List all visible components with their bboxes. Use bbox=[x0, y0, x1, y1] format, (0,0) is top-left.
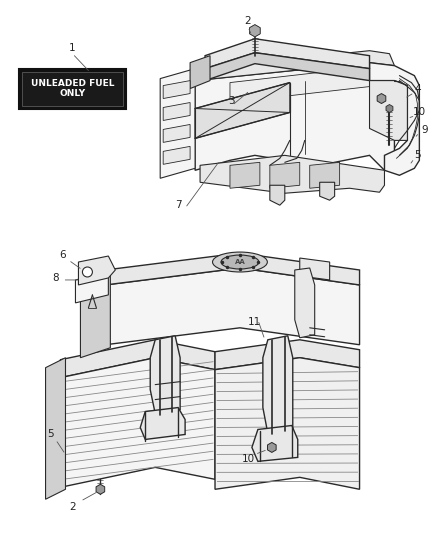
Text: 10: 10 bbox=[241, 455, 254, 464]
Polygon shape bbox=[190, 55, 209, 88]
Polygon shape bbox=[267, 442, 276, 453]
Polygon shape bbox=[96, 484, 104, 494]
Polygon shape bbox=[140, 408, 185, 439]
Polygon shape bbox=[230, 67, 384, 102]
Polygon shape bbox=[249, 25, 259, 37]
Polygon shape bbox=[376, 94, 385, 103]
Text: 6: 6 bbox=[59, 250, 66, 260]
Polygon shape bbox=[251, 425, 297, 462]
Polygon shape bbox=[262, 336, 292, 433]
Polygon shape bbox=[105, 268, 359, 345]
Polygon shape bbox=[75, 272, 108, 303]
Circle shape bbox=[82, 267, 92, 277]
Polygon shape bbox=[78, 256, 115, 285]
Polygon shape bbox=[230, 163, 259, 188]
Text: UNLEADED FUEL
ONLY: UNLEADED FUEL ONLY bbox=[31, 79, 114, 98]
FancyBboxPatch shape bbox=[18, 69, 126, 109]
Polygon shape bbox=[205, 53, 369, 80]
Polygon shape bbox=[319, 182, 334, 200]
Polygon shape bbox=[309, 163, 339, 188]
Text: 7: 7 bbox=[174, 200, 181, 210]
Polygon shape bbox=[160, 69, 194, 178]
Text: 10: 10 bbox=[412, 108, 425, 117]
Polygon shape bbox=[269, 163, 299, 188]
Polygon shape bbox=[163, 147, 190, 164]
Polygon shape bbox=[205, 39, 369, 69]
Text: 8: 8 bbox=[52, 273, 59, 283]
Polygon shape bbox=[369, 80, 406, 140]
Polygon shape bbox=[200, 155, 384, 193]
Text: 5: 5 bbox=[413, 150, 420, 160]
Polygon shape bbox=[215, 358, 359, 489]
Ellipse shape bbox=[220, 255, 258, 269]
Text: 9: 9 bbox=[420, 125, 427, 135]
Polygon shape bbox=[299, 258, 329, 280]
Text: 1: 1 bbox=[69, 43, 76, 53]
Polygon shape bbox=[163, 102, 190, 120]
Polygon shape bbox=[60, 340, 215, 378]
Text: 5: 5 bbox=[47, 430, 54, 440]
Polygon shape bbox=[194, 51, 394, 80]
Polygon shape bbox=[80, 268, 110, 358]
Polygon shape bbox=[369, 63, 418, 175]
Text: 11: 11 bbox=[248, 317, 261, 327]
Polygon shape bbox=[194, 83, 289, 139]
Text: 3: 3 bbox=[228, 95, 235, 106]
Text: 4: 4 bbox=[413, 84, 420, 94]
Polygon shape bbox=[194, 63, 394, 171]
Polygon shape bbox=[150, 336, 180, 414]
Text: 2: 2 bbox=[244, 16, 251, 26]
Polygon shape bbox=[269, 185, 284, 205]
Polygon shape bbox=[105, 253, 359, 285]
Polygon shape bbox=[385, 104, 392, 112]
Polygon shape bbox=[60, 358, 215, 487]
Text: AA: AA bbox=[234, 259, 245, 265]
FancyBboxPatch shape bbox=[21, 71, 123, 106]
Polygon shape bbox=[249, 25, 259, 37]
Polygon shape bbox=[163, 124, 190, 142]
Polygon shape bbox=[294, 268, 314, 338]
Text: 2: 2 bbox=[69, 502, 76, 512]
Polygon shape bbox=[215, 340, 359, 370]
Ellipse shape bbox=[212, 252, 267, 272]
Polygon shape bbox=[46, 358, 65, 499]
Polygon shape bbox=[163, 80, 190, 99]
